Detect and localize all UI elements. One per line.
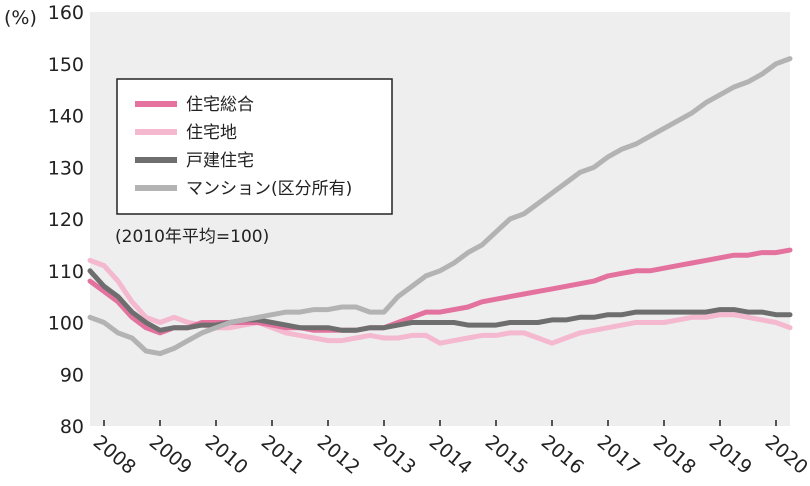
x-tick-label-2017: 2017 — [593, 431, 644, 479]
y-axis: 160 150 140 130 120 110 100 90 80 — [48, 2, 84, 438]
x-tick-label-2008: 2008 — [89, 431, 140, 479]
legend-label-1: 住宅地 — [186, 123, 237, 143]
x-tick-label-2013: 2013 — [369, 431, 420, 479]
x-axis: 2008 2009 2010 2011 2012 2013 2014 2015 2016 2017… — [89, 420, 810, 479]
plot-area-background — [90, 12, 790, 426]
y-tick-label-160: 160 — [48, 2, 84, 24]
x-tick-label-2010: 2010 — [201, 431, 252, 479]
x-tick-label-2014: 2014 — [425, 431, 476, 479]
x-tick-label-2020: 2020 — [761, 431, 810, 479]
series-line-0 — [87, 247, 793, 336]
y-tick-label-90: 90 — [60, 364, 84, 386]
y-tick-label-150: 150 — [48, 54, 84, 76]
x-tick-label-2015: 2015 — [481, 431, 532, 479]
y-tick-label-120: 120 — [48, 209, 84, 231]
series-layer — [87, 56, 793, 357]
legend-label-0: 住宅総合 — [186, 95, 254, 115]
legend-label-2: 戸建住宅 — [186, 151, 254, 171]
legend-label-3: マンション(区分所有) — [186, 179, 352, 199]
series-line-3 — [87, 56, 793, 357]
y-tick-label-80: 80 — [60, 416, 84, 438]
y-tick-label-130: 130 — [48, 157, 84, 179]
x-tick-label-2009: 2009 — [145, 431, 196, 479]
x-tick-label-2012: 2012 — [313, 431, 364, 479]
x-tick-label-2016: 2016 — [537, 431, 588, 479]
chart-note: (2010年平均=100) — [115, 227, 269, 247]
series-line-2 — [87, 268, 793, 333]
x-tick-label-2019: 2019 — [705, 431, 756, 479]
x-tick-label-2011: 2011 — [257, 431, 308, 479]
y-axis-label: (%) — [4, 7, 37, 29]
y-tick-label-140: 140 — [48, 106, 84, 128]
y-tick-label-110: 110 — [48, 261, 84, 283]
x-tick-label-2018: 2018 — [649, 431, 700, 479]
y-tick-label-100: 100 — [48, 313, 84, 335]
